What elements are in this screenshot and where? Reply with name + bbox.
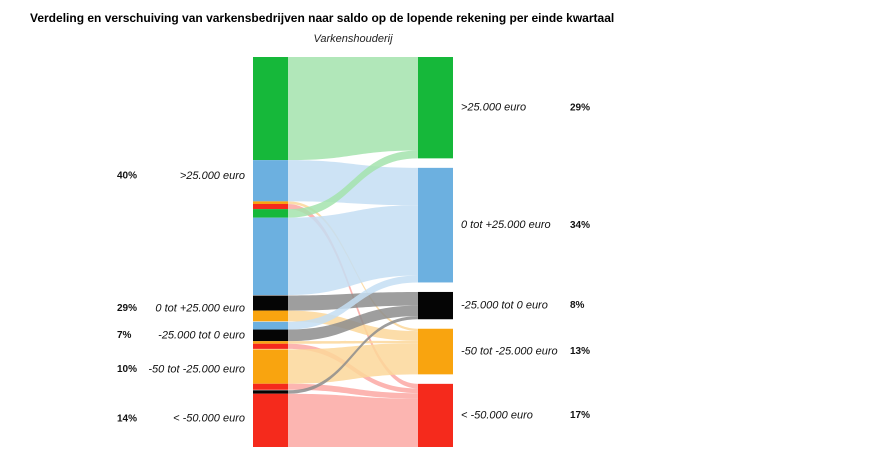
flow-link: [288, 316, 418, 394]
left-node-segment: [253, 383, 288, 390]
right-node: [418, 167, 453, 283]
left-category-label: >25.000 euro: [180, 170, 245, 182]
right-node: [418, 291, 453, 320]
right-node: [418, 57, 453, 159]
flow-link: [288, 340, 418, 344]
left-percentage-label: 10%: [117, 364, 137, 375]
right-node: [418, 328, 453, 375]
flow-link: [288, 393, 418, 447]
labels: >25.000 euro 40% 0 tot +25.000 euro 29% -25.…: [117, 102, 590, 425]
left-node-segment: [253, 343, 288, 349]
left-category-label: -25.000 tot 0 euro: [158, 329, 245, 341]
right-percentage-label: 17%: [570, 410, 590, 421]
left-node-segment: [253, 201, 288, 204]
left-percentage-label: 29%: [117, 303, 137, 314]
right-category-label: >25.000 euro: [461, 102, 526, 114]
left-node-segment: [253, 321, 288, 330]
chart-subtitle: Varkenshouderij: [313, 33, 393, 45]
left-category-label: 0 tot +25.000 euro: [155, 302, 245, 314]
left-node-segment: [253, 390, 288, 394]
left-node-segment: [253, 310, 288, 322]
flow-link: [288, 383, 418, 399]
left-node-segment: [253, 329, 288, 342]
right-percentage-label: 13%: [570, 346, 590, 357]
flow-link: [288, 275, 418, 330]
left-node-segment: [253, 203, 288, 210]
right-category-label: 0 tot +25.000 euro: [461, 219, 551, 231]
left-category-label: < -50.000 euro: [173, 413, 245, 425]
left-node-segment: [253, 349, 288, 384]
right-node: [418, 383, 453, 447]
right-category-label: < -50.000 euro: [461, 409, 533, 421]
flow-link: [288, 305, 418, 342]
right-percentage-label: 8%: [570, 300, 585, 311]
flow-link: [288, 343, 418, 384]
right-percentage-label: 29%: [570, 102, 590, 113]
left-node-segment: [253, 217, 288, 296]
flow-link: [288, 205, 418, 296]
left-node-segment: [253, 57, 288, 161]
left-percentage-label: 7%: [117, 330, 132, 341]
flow-link: [288, 57, 418, 161]
left-percentage-label: 40%: [117, 171, 137, 182]
left-category-label: -50 tot -25.000 euro: [148, 363, 245, 375]
left-node-segment: [253, 209, 288, 218]
left-node-segment: [253, 341, 288, 344]
left-node-segment: [253, 295, 288, 311]
left-node-segment: [253, 160, 288, 202]
flow-link: [288, 150, 418, 218]
right-category-label: -25.000 tot 0 euro: [461, 300, 548, 312]
right-category-label: -50 tot -25.000 euro: [461, 345, 558, 357]
right-percentage-label: 34%: [570, 220, 590, 231]
left-node-segment: [253, 393, 288, 447]
nodes: [253, 57, 453, 447]
chart-title: Verdeling en verschuiving van varkensbed…: [30, 11, 614, 25]
left-percentage-label: 14%: [117, 413, 137, 424]
flow-links: [288, 57, 418, 447]
